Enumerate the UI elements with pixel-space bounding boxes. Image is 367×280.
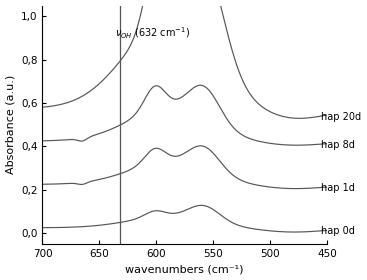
Text: hap 1d: hap 1d	[321, 183, 355, 193]
Text: hap 0d: hap 0d	[321, 226, 355, 236]
Text: $\nu_{OH}$ (632 cm$^{-1}$): $\nu_{OH}$ (632 cm$^{-1}$)	[115, 26, 190, 41]
Text: hap 20d: hap 20d	[321, 112, 361, 122]
Text: hap 8d: hap 8d	[321, 140, 355, 150]
Y-axis label: Absorbance (a.u.): Absorbance (a.u.)	[6, 75, 15, 174]
X-axis label: wavenumbers (cm⁻¹): wavenumbers (cm⁻¹)	[126, 264, 244, 274]
